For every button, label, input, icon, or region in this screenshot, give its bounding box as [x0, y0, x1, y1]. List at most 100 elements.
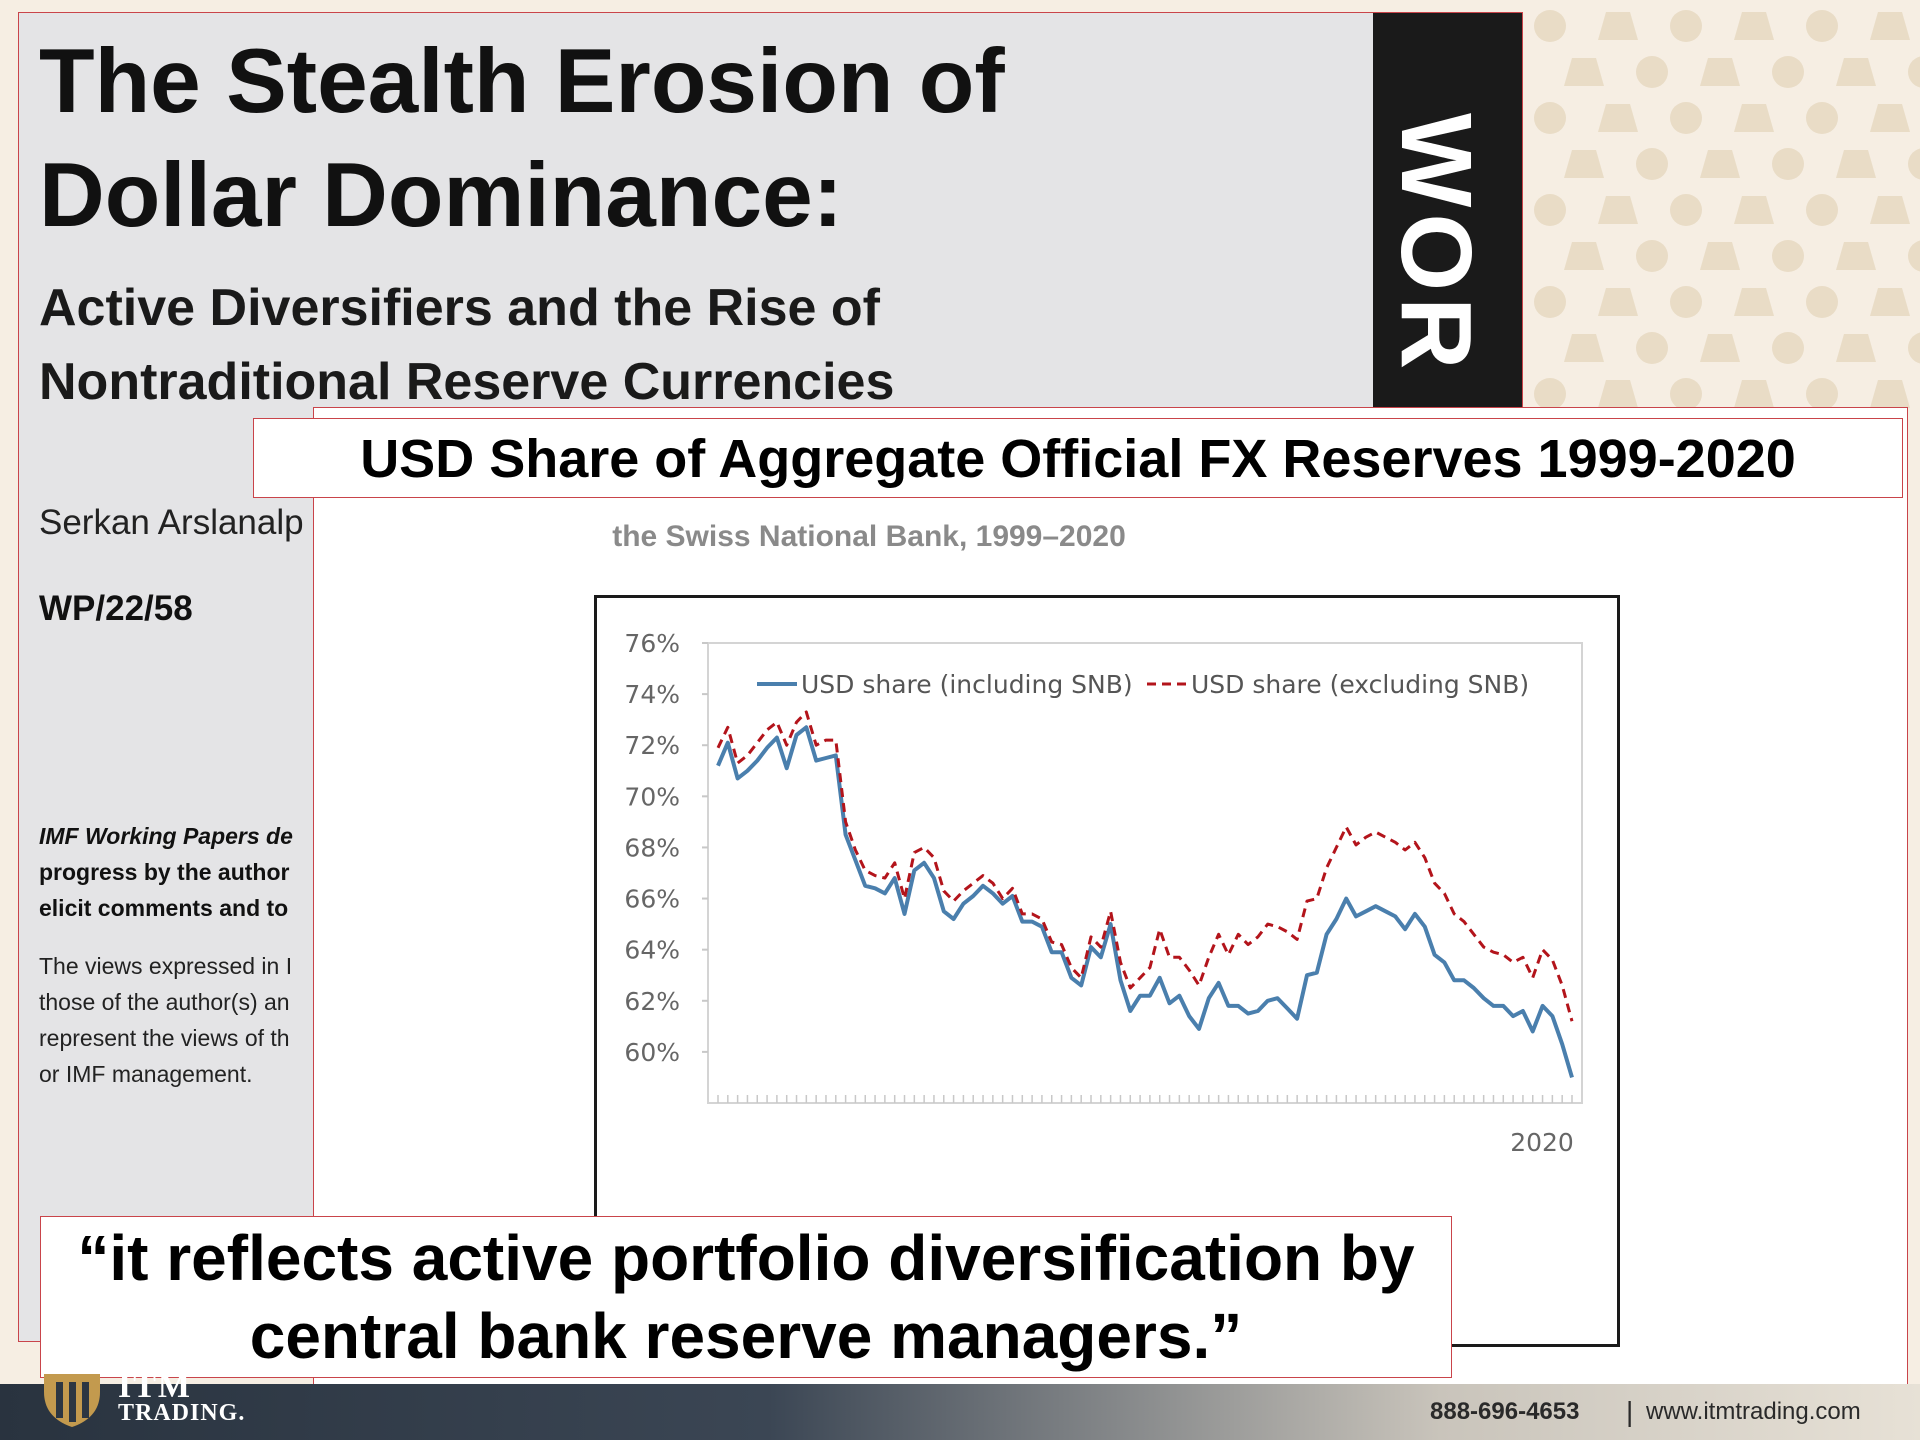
pattern-shape — [1870, 12, 1910, 40]
pattern-shape — [1806, 378, 1838, 410]
pattern-shape — [1806, 10, 1838, 42]
pattern-shape — [1870, 288, 1910, 316]
pattern-shape — [1598, 104, 1638, 132]
pattern-shape — [1636, 240, 1668, 272]
pattern-shape — [1700, 334, 1740, 362]
paper-title-line2: Dollar Dominance: — [39, 145, 843, 246]
pattern-shape — [1734, 12, 1774, 40]
pattern-shape — [1734, 196, 1774, 224]
itm-logo-icon — [44, 1374, 100, 1427]
pattern-shape — [1908, 148, 1920, 180]
pattern-shape — [1564, 334, 1604, 362]
pattern-shape — [1870, 196, 1910, 224]
disclaimer-line1: IMF Working Papers de — [39, 823, 293, 849]
views-line4: or IMF management. — [39, 1061, 253, 1087]
pattern-shape — [1908, 56, 1920, 88]
paper-number: WP/22/58 — [39, 589, 193, 628]
views-line1: The views expressed in I — [39, 953, 293, 979]
y-tick-label: 72% — [624, 731, 680, 760]
pattern-shape — [1598, 380, 1638, 408]
pattern-shape — [1806, 102, 1838, 134]
pattern-shape — [1700, 150, 1740, 178]
paper-subtitle: Active Diversifiers and the Rise of Nont… — [39, 271, 1339, 419]
pattern-shape — [1772, 148, 1804, 180]
paper-title: The Stealth Erosion of Dollar Dominance: — [39, 25, 1339, 253]
background-pattern — [1530, 0, 1920, 420]
pattern-shape — [1772, 332, 1804, 364]
y-tick-label: 66% — [624, 885, 680, 914]
pattern-shape — [1700, 242, 1740, 270]
pattern-shape — [1636, 56, 1668, 88]
pattern-shape — [1534, 286, 1566, 318]
chart-title: USD Share of Aggregate Official FX Reser… — [360, 429, 1796, 489]
paper-disclaimer: IMF Working Papers de progress by the au… — [39, 818, 639, 926]
website-link[interactable]: www.itmtrading.com — [1646, 1398, 1861, 1425]
pattern-shape — [1734, 380, 1774, 408]
series-line-excluding-snb — [716, 710, 1574, 1022]
pattern-shape — [1772, 56, 1804, 88]
pattern-shape — [1670, 10, 1702, 42]
pattern-shape — [1636, 148, 1668, 180]
series-line-including-snb — [716, 725, 1574, 1078]
paper-author: Serkan Arslanalp — [39, 503, 304, 542]
legend-label: USD share (excluding SNB) — [1191, 670, 1529, 699]
y-tick-label: 64% — [624, 936, 680, 965]
pattern-shape — [1564, 242, 1604, 270]
pattern-shape — [1734, 288, 1774, 316]
paper-subtitle-line2: Nontraditional Reserve Currencies — [39, 353, 895, 411]
pattern-shape — [1734, 104, 1774, 132]
pattern-shape — [1670, 194, 1702, 226]
pattern-shape — [1598, 196, 1638, 224]
footer-bar — [0, 1384, 1920, 1440]
pattern-shape — [1636, 332, 1668, 364]
pattern-shape — [1806, 286, 1838, 318]
y-tick-label: 62% — [624, 987, 680, 1016]
quote-box: “it reflects active portfolio diversific… — [40, 1216, 1452, 1378]
pattern-shape — [1670, 102, 1702, 134]
pattern-shape — [1908, 332, 1920, 364]
pattern-shape — [1870, 104, 1910, 132]
pattern-shape — [1598, 288, 1638, 316]
pattern-shape — [1564, 58, 1604, 86]
plot-frame: 76% 74% 72% 70% 68% 66% 64% 62% 60% 2020 USD share… — [594, 595, 1620, 1347]
pattern-shape — [1836, 242, 1876, 270]
pattern-shape — [1564, 150, 1604, 178]
y-tick-label: 60% — [624, 1038, 680, 1067]
views-line3: represent the views of th — [39, 1025, 290, 1051]
pattern-shape — [1836, 150, 1876, 178]
legend-label: USD share (including SNB) — [801, 670, 1133, 699]
pattern-shape — [1772, 240, 1804, 272]
paper-title-line1: The Stealth Erosion of — [39, 31, 1005, 132]
pattern-shape — [1670, 378, 1702, 410]
y-tick-label: 76% — [624, 629, 680, 658]
views-line2: those of the author(s) an — [39, 989, 290, 1015]
pattern-shape — [1534, 10, 1566, 42]
chart-subtitle: the Swiss National Bank, 1999–2020 — [612, 520, 1126, 553]
pattern-shape — [1534, 102, 1566, 134]
y-tick-label: 70% — [624, 782, 680, 811]
plot-area — [707, 642, 1583, 1104]
brand-name: TRADING. — [118, 1400, 246, 1426]
pattern-shape — [1700, 58, 1740, 86]
pattern-shape — [1534, 378, 1566, 410]
footer-separator: | — [1626, 1396, 1634, 1427]
pattern-shape — [1836, 58, 1876, 86]
pattern-shape — [1870, 380, 1910, 408]
pattern-shape — [1836, 334, 1876, 362]
pattern-shape — [1670, 286, 1702, 318]
brand-name-top: ITM — [118, 1368, 192, 1405]
paper-views: The views expressed in I those of the au… — [39, 948, 639, 1092]
paper-subtitle-line1: Active Diversifiers and the Rise of — [39, 279, 880, 337]
pattern-shape — [1806, 194, 1838, 226]
x-tick-label: 2020 — [1510, 1128, 1574, 1157]
chart-title-banner — [253, 418, 1903, 498]
sidebar-label: WOR — [1380, 113, 1492, 376]
pattern-shape — [1534, 194, 1566, 226]
paper-sidebar: WOR — [1373, 13, 1522, 433]
disclaimer-line2: progress by the author — [39, 859, 290, 885]
phone-number[interactable]: 888-696-4653 — [1430, 1398, 1580, 1425]
quote-text: “it reflects active portfolio diversific… — [77, 1222, 1415, 1372]
usd-share-chart: 76% 74% 72% 70% 68% 66% 64% 62% 60% 2020 USD share… — [624, 629, 1583, 1157]
y-tick-label: 74% — [624, 680, 680, 709]
pattern-shape — [1598, 12, 1638, 40]
